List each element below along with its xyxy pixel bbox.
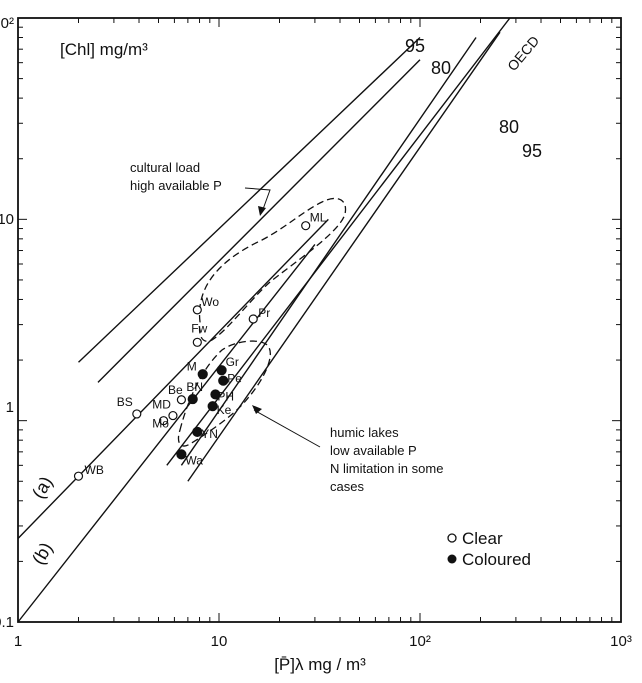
line-5 bbox=[180, 37, 477, 466]
humic-lakes-leader bbox=[253, 409, 321, 448]
line-label-95-upper: 95 bbox=[405, 36, 425, 56]
point-label-YN: YN bbox=[201, 427, 218, 441]
point-Gr bbox=[216, 365, 227, 376]
x-tick-label-0: 1 bbox=[14, 633, 22, 650]
cultural-load-envelope bbox=[198, 197, 347, 342]
point-label-WB: WB bbox=[85, 463, 104, 477]
tick-marks bbox=[17, 18, 621, 623]
line-label-oecd: OECD bbox=[504, 33, 542, 74]
line-label-b: (b) bbox=[28, 539, 56, 568]
point-label-MD: MD bbox=[152, 398, 171, 412]
point-M bbox=[197, 369, 208, 380]
annotation-humic-line4: cases bbox=[330, 479, 364, 494]
point-label-Ke: Ke bbox=[217, 403, 232, 417]
point-label-BN: BN bbox=[186, 380, 203, 394]
plot-frame bbox=[17, 17, 622, 623]
line-label-95-lower: 95 bbox=[522, 141, 542, 161]
point-label-M: M bbox=[187, 359, 197, 373]
point-label-Wa: Wa bbox=[185, 453, 203, 467]
y-axis-title: [Chl] mg/m³ bbox=[60, 40, 148, 59]
point-Pe bbox=[218, 375, 229, 386]
point-Fw bbox=[192, 337, 202, 347]
annotation-cultural-line1: cultural load bbox=[130, 160, 200, 175]
point-label-PH: PH bbox=[217, 389, 234, 403]
legend: Clear Coloured bbox=[447, 529, 531, 569]
humic-lakes-arrowhead bbox=[252, 405, 262, 414]
humic-lakes-envelope bbox=[177, 340, 271, 447]
point-label-Fw: Fw bbox=[191, 321, 207, 335]
cultural-load-arrowhead bbox=[258, 206, 266, 216]
line-label-80-upper: 80 bbox=[431, 58, 451, 78]
point-ML bbox=[301, 221, 311, 231]
line-2 bbox=[166, 17, 511, 466]
point-Ke bbox=[207, 401, 218, 412]
line-4 bbox=[97, 59, 421, 383]
point-Be bbox=[176, 395, 186, 405]
y-tick-label-2: 10 bbox=[0, 211, 14, 228]
line-3 bbox=[78, 37, 421, 363]
point-WB bbox=[73, 471, 84, 481]
x-tick-label-1: 10 bbox=[211, 633, 228, 650]
legend-coloured-label: Coloured bbox=[462, 550, 531, 569]
point-Wo bbox=[192, 305, 202, 315]
point-label-Gr: Gr bbox=[226, 355, 239, 369]
point-YN bbox=[192, 426, 203, 437]
point-Pr bbox=[248, 314, 258, 324]
point-BN bbox=[187, 393, 198, 405]
point-PH bbox=[210, 389, 221, 400]
annotation-humic-line3: N limitation in some bbox=[330, 461, 443, 476]
line-1 bbox=[17, 244, 316, 623]
line-label-80-lower: 80 bbox=[499, 117, 519, 137]
line-label-a: (a) bbox=[28, 473, 56, 502]
annotation-humic-line2: low available P bbox=[330, 443, 417, 458]
legend-coloured-marker bbox=[447, 554, 457, 564]
x-tick-label-2: 10² bbox=[409, 633, 431, 650]
regression-lines bbox=[17, 17, 511, 623]
legend-clear-marker bbox=[447, 533, 457, 543]
x-tick-label-3: 10³ bbox=[610, 633, 632, 650]
annotation-humic-line1: humic lakes bbox=[330, 425, 399, 440]
point-Wa bbox=[176, 449, 187, 460]
point-label-BS: BS bbox=[117, 395, 133, 409]
y-tick-label-0: 0.1 bbox=[0, 614, 14, 631]
point-label-ML: ML bbox=[310, 211, 327, 225]
point-label-Wo: Wo bbox=[201, 295, 219, 309]
point-label-Be: Be bbox=[168, 383, 183, 397]
point-MD bbox=[158, 416, 169, 426]
y-tick-label-3: 10² bbox=[0, 15, 14, 32]
y-tick-label-1: 1 bbox=[6, 399, 14, 416]
legend-clear-label: Clear bbox=[462, 529, 503, 548]
line-6 bbox=[187, 31, 501, 482]
point-Mo bbox=[168, 410, 178, 421]
point-label-Pr: Pr bbox=[258, 306, 270, 320]
point-label-Pe: Pe bbox=[227, 372, 242, 386]
x-axis-title: [P̄]λ mg / m³ bbox=[274, 655, 366, 674]
point-label-Mo: Mo bbox=[152, 417, 169, 431]
annotation-cultural-line2: high available P bbox=[130, 178, 222, 193]
point-BS bbox=[132, 409, 142, 419]
cultural-load-leader bbox=[244, 187, 271, 213]
line-0 bbox=[17, 218, 329, 539]
